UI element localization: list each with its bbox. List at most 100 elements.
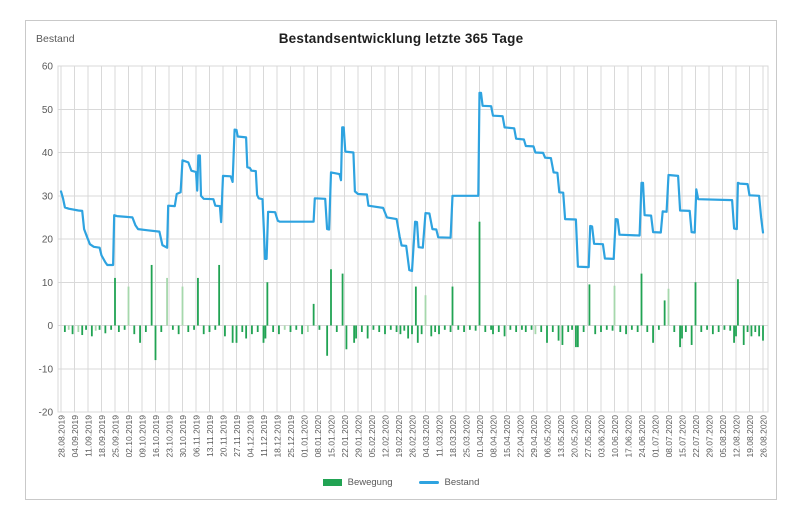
bewegung-bar bbox=[372, 325, 375, 330]
x-tick-label: 29.01.2020 bbox=[354, 415, 364, 458]
bewegung-bar bbox=[582, 325, 585, 332]
bewegung-bar bbox=[295, 325, 298, 330]
bewegung-bar bbox=[133, 325, 136, 335]
bewegung-bar bbox=[733, 325, 735, 343]
bewegung-bar bbox=[77, 325, 80, 332]
bewegung-bar bbox=[245, 325, 248, 339]
bewegung-bar bbox=[90, 325, 93, 337]
y-tick-label: 40 bbox=[42, 148, 54, 159]
bewegung-bar bbox=[611, 325, 614, 331]
bewegung-bar bbox=[360, 325, 363, 332]
bewegung-bar bbox=[735, 325, 737, 337]
bewegung-bar bbox=[414, 286, 417, 326]
x-tick-label: 26.02.2020 bbox=[408, 415, 418, 458]
bewegung-bar bbox=[278, 325, 280, 335]
bestand-line bbox=[59, 91, 765, 273]
bewegung-bar bbox=[306, 325, 309, 332]
bewegung-bar bbox=[449, 325, 452, 332]
bewegung-bar bbox=[640, 273, 643, 326]
plot-area: 28.08.2019 04.09.2019 11.09.2019 18.09.2019… bbox=[39, 62, 769, 458]
bewegung-bar bbox=[312, 303, 315, 326]
x-tick-label: 18.09.2019 bbox=[97, 415, 107, 458]
x-tick-label: 04.09.2019 bbox=[70, 415, 80, 458]
bewegung-bar bbox=[208, 325, 211, 332]
bewegung-bar bbox=[729, 325, 732, 331]
x-tick-label: 15.07.2020 bbox=[678, 415, 688, 458]
bewegung-bar bbox=[430, 325, 433, 337]
bewegung-bar bbox=[571, 325, 573, 330]
bewegung-bar bbox=[575, 325, 577, 348]
bewegung-bar bbox=[197, 277, 199, 326]
bewegung-swatch-icon bbox=[322, 479, 342, 486]
bewegung-bar bbox=[150, 264, 153, 326]
bewegung-bar bbox=[266, 282, 269, 326]
bewegung-bar bbox=[557, 325, 560, 341]
bewegung-bar bbox=[497, 325, 500, 332]
bewegung-bar bbox=[711, 325, 714, 335]
bewegung-bar bbox=[619, 325, 622, 332]
bewegung-bar bbox=[484, 325, 487, 332]
x-tick-label: 29.04.2020 bbox=[529, 415, 539, 458]
bewegung-bar bbox=[335, 325, 338, 332]
x-tick-label: 11.09.2019 bbox=[84, 415, 94, 457]
bewegung-bar bbox=[625, 325, 627, 335]
bewegung-bar bbox=[235, 325, 238, 343]
bewegung-bar bbox=[256, 325, 259, 332]
bewegung-bar bbox=[330, 269, 332, 326]
bewegung-bar bbox=[468, 325, 471, 330]
x-tick-label: 16.10.2019 bbox=[151, 415, 161, 458]
bewegung-bar bbox=[646, 325, 649, 332]
x-tick-label: 19.02.2020 bbox=[394, 415, 404, 458]
bewegung-bar bbox=[509, 325, 512, 330]
y-tick-label: -20 bbox=[39, 408, 54, 419]
legend-label-bewegung: Bewegung bbox=[347, 477, 393, 488]
bewegung-bar bbox=[700, 325, 703, 332]
x-tick-label: 04.03.2020 bbox=[421, 415, 431, 458]
bewegung-bar bbox=[403, 325, 406, 331]
legend-item-bestand: Bestand bbox=[418, 477, 479, 488]
x-tick-label: 22.01.2020 bbox=[340, 415, 350, 458]
bewegung-bar bbox=[457, 325, 460, 330]
x-tick-label: 12.02.2020 bbox=[381, 415, 391, 458]
bewegung-bar bbox=[474, 325, 477, 331]
bewegung-bar bbox=[561, 325, 564, 345]
x-tick-label: 05.08.2020 bbox=[718, 415, 728, 458]
x-tick-label: 22.07.2020 bbox=[691, 415, 701, 458]
bewegung-bar bbox=[127, 286, 130, 326]
bewegung-bar bbox=[301, 325, 303, 335]
bewegung-bar bbox=[673, 325, 676, 332]
bewegung-bar bbox=[434, 325, 437, 332]
x-tick-label: 06.05.2020 bbox=[543, 415, 553, 458]
bewegung-bar bbox=[395, 325, 398, 332]
bestand-swatch-icon bbox=[418, 481, 439, 484]
bewegung-bar bbox=[503, 325, 506, 337]
bewegung-bar bbox=[667, 288, 670, 326]
bewegung-bar bbox=[681, 325, 683, 339]
bewegung-bar bbox=[272, 325, 275, 332]
bewegung-bar bbox=[546, 325, 548, 343]
bewegung-bar bbox=[177, 325, 180, 335]
bewegung-bar bbox=[636, 325, 639, 332]
bewegung-bar bbox=[353, 325, 356, 343]
x-tick-label: 19.08.2020 bbox=[745, 415, 755, 458]
x-tick-label: 04.12.2019 bbox=[246, 415, 256, 458]
bewegung-bar bbox=[214, 325, 217, 330]
bewegung-bar bbox=[679, 325, 681, 348]
bewegung-bar bbox=[754, 325, 757, 332]
bewegung-bar bbox=[384, 325, 386, 335]
bewegung-bar bbox=[762, 325, 764, 341]
bewegung-bar bbox=[723, 325, 726, 330]
bewegung-bar bbox=[605, 325, 608, 330]
x-tick-label: 01.04.2020 bbox=[475, 415, 485, 458]
bewegung-bar bbox=[420, 325, 423, 335]
bewegung-bar bbox=[690, 325, 693, 345]
bewegung-bar bbox=[515, 325, 518, 332]
x-tick-label: 29.07.2020 bbox=[705, 415, 715, 458]
bewegung-bar bbox=[746, 325, 749, 332]
y-tick-label: 50 bbox=[42, 105, 54, 116]
bewegung-bar bbox=[117, 325, 120, 332]
x-tick-label: 02.10.2019 bbox=[124, 415, 134, 458]
bewegung-bar bbox=[63, 325, 66, 332]
y-axis-title: Bestand bbox=[36, 33, 75, 45]
